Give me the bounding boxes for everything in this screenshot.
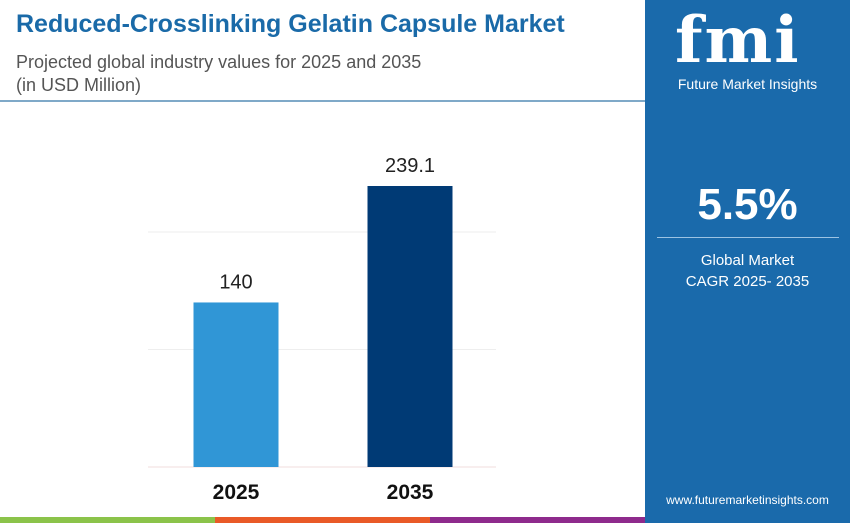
bar-2025	[193, 302, 279, 467]
chart-title: Reduced-Crosslinking Gelatin Capsule Mar…	[16, 10, 565, 38]
data-label-2025: 140	[219, 271, 252, 293]
cagr-label-line2: CAGR 2025- 2035	[685, 273, 810, 290]
cagr-label-line1: Global Market	[700, 252, 795, 269]
website-link[interactable]: www.futuremarketinsights.com	[666, 493, 829, 507]
logo-subtitle: Future Market Insights	[677, 76, 818, 92]
color-strip-green	[0, 517, 215, 523]
chart-unit: (in USD Million)	[16, 75, 142, 95]
cagr-label: Global Market CAGR 2025- 2035	[645, 250, 850, 292]
color-strip-orange	[215, 517, 430, 523]
cagr-divider	[657, 237, 839, 238]
side-panel: fmi Future Market Insights 5.5% Global M…	[645, 0, 850, 523]
x-tick-label-2025: 2025	[213, 481, 260, 504]
cagr-value: 5.5%	[697, 180, 798, 229]
bar-chart: 140 2025 239.1 2035	[148, 155, 496, 504]
data-label-2035: 239.1	[385, 155, 435, 177]
chart-subtitle: Projected global industry values for 202…	[16, 52, 422, 72]
bar-2035	[367, 186, 453, 467]
color-strip-purple	[430, 517, 645, 523]
x-tick-label-2035: 2035	[387, 481, 434, 504]
header-divider	[0, 100, 645, 102]
fmi-logo: fmi	[675, 3, 801, 78]
